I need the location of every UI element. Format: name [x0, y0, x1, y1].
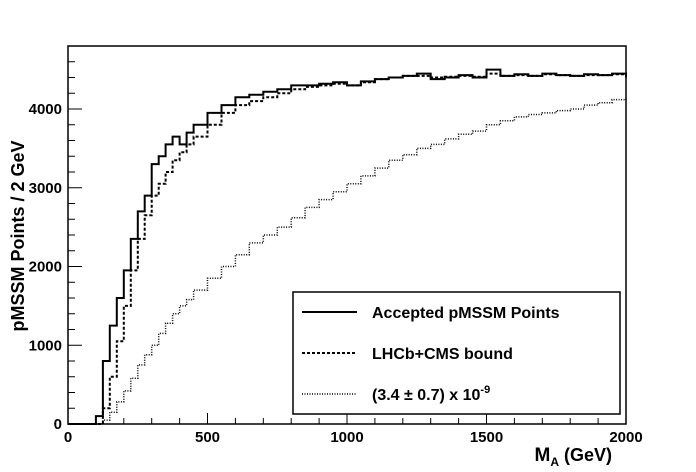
y-tick-label: 4000 [29, 101, 62, 118]
series-dotted-line [68, 97, 627, 425]
legend-label-accepted: Accepted pMSSM Points [372, 305, 560, 322]
legend-label-bound: LHCb+CMS bound [372, 346, 513, 363]
plot-layer [68, 68, 627, 425]
y-tick-label: 0 [54, 416, 62, 433]
legend-ratio-exponent: -9 [480, 384, 490, 396]
axis-layer: 0 500 1000 1500 2000 0 1000 2000 3000 4000 [29, 45, 643, 446]
legend-ratio-main: (3.4 [372, 387, 404, 404]
x-tick-label: 0 [64, 429, 72, 446]
x-tick-label: 1000 [330, 429, 363, 446]
y-tick-label: 2000 [29, 259, 62, 276]
x-tick-label: 500 [195, 429, 220, 446]
legend-ratio-pm: ± [404, 387, 413, 404]
x-tick-label: 2000 [609, 429, 642, 446]
legend: Accepted pMSSM Points LHCb+CMS bound (3.… [292, 291, 621, 415]
x-axis-title-unit: (GeV) [559, 445, 612, 465]
x-tick-label: 1500 [470, 429, 503, 446]
y-tick-label: 3000 [29, 180, 62, 197]
legend-label-ratio: (3.4 ± 0.7) x 10-9 [372, 384, 490, 404]
x-axis-title: MA (GeV) [534, 445, 612, 469]
y-axis-title: pMSSM Points / 2 GeV [8, 140, 28, 331]
x-axis-title-main: M [534, 445, 550, 466]
y-tick-label: 1000 [29, 337, 62, 354]
legend-ratio-rest: 0.7) x 10 [413, 387, 481, 404]
x-axis-title-subscript: A [550, 455, 559, 469]
series-dashed-line [68, 72, 627, 425]
